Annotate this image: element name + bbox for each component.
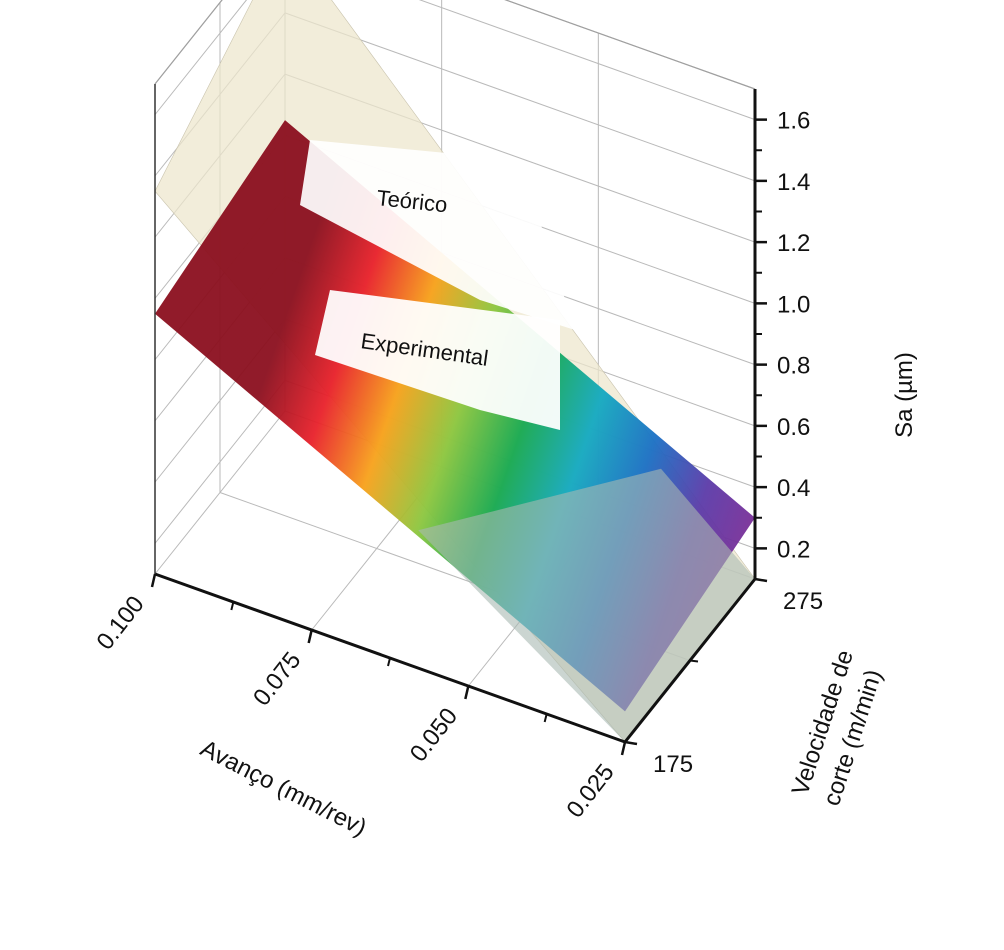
- gridline: [284, 12, 756, 182]
- y-tick-label: 275: [783, 588, 823, 615]
- x-tick-label: 0.075: [248, 647, 306, 711]
- box-edge: [154, 0, 223, 85]
- y-tick: [754, 577, 768, 583]
- z-axis-title: Sa (µm): [891, 352, 918, 438]
- x-tick-label: 0.100: [91, 591, 149, 655]
- x-tick-label: 0.050: [405, 703, 463, 767]
- box-edge: [504, 0, 756, 90]
- x-minor-tick: [387, 657, 391, 667]
- x-minor-tick: [230, 601, 235, 611]
- z-tick-label: 0.8: [777, 353, 810, 380]
- x-tick: [620, 741, 627, 756]
- y-tick-label: 175: [653, 751, 693, 778]
- z-tick-label: 0.6: [777, 414, 810, 441]
- experimental-label-callout: Experimental: [315, 290, 560, 430]
- z-tick-label: 0.2: [777, 536, 810, 563]
- x-axis-title: Avanço (mm/rev): [196, 735, 371, 842]
- x-tick: [307, 629, 313, 644]
- theoretical-callout-box: [300, 140, 575, 330]
- z-tick-label: 1.2: [777, 230, 810, 257]
- z-tick-label: 1.0: [777, 291, 810, 318]
- z-tick-label: 1.4: [777, 169, 810, 196]
- y-tick: [624, 740, 638, 746]
- theoretical-label-callout: Teórico: [300, 140, 575, 330]
- x-tick: [150, 573, 157, 588]
- z-tick-label: 0.4: [777, 475, 810, 502]
- theoretical-surface-lower: [418, 468, 755, 742]
- gridline: [418, 0, 756, 121]
- x-minor-tick: [543, 713, 548, 723]
- x-tick: [464, 685, 470, 700]
- z-tick-label: 1.6: [777, 108, 810, 135]
- x-tick-label: 0.025: [561, 759, 619, 823]
- experimental-callout-box: [315, 290, 560, 430]
- y-minor-tick: [689, 659, 699, 663]
